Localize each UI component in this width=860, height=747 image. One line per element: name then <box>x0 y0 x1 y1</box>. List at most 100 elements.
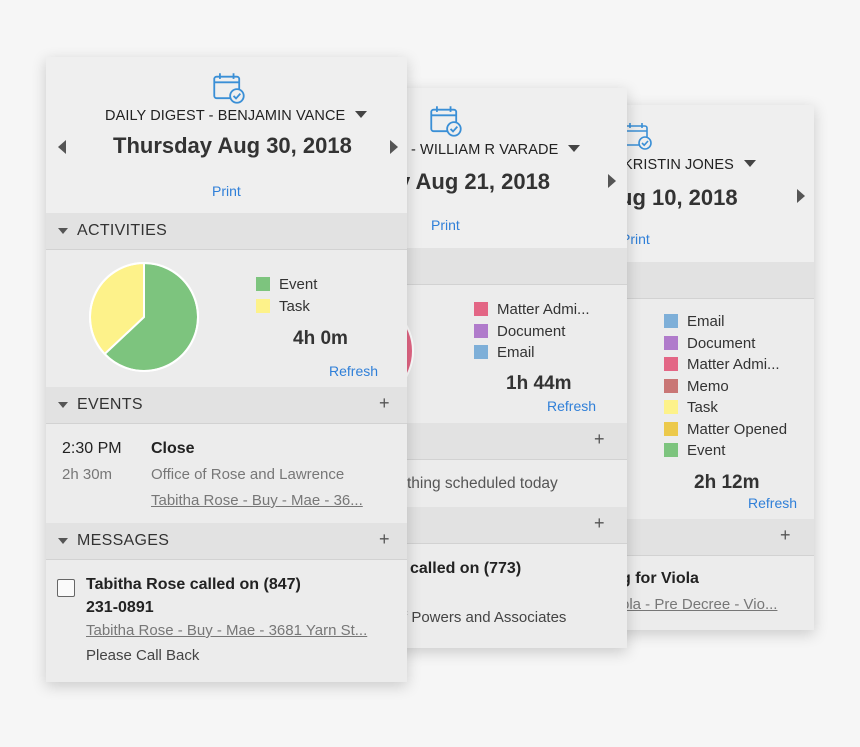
next-day-arrow-icon[interactable] <box>797 189 805 203</box>
message-checkbox[interactable] <box>57 579 75 597</box>
activities-legend: Event Task <box>256 274 317 317</box>
legend-swatch <box>474 302 488 317</box>
total-time: 2h 12m <box>694 472 760 493</box>
person-selector[interactable]: KRISTIN JONES <box>623 157 756 173</box>
total-time: 4h 0m <box>293 328 348 349</box>
add-event-button[interactable]: + <box>780 525 791 545</box>
chevron-down-icon <box>355 110 368 118</box>
activities-pie-chart <box>89 261 199 372</box>
add-message-button[interactable]: + <box>379 529 390 549</box>
legend-item: Matter Admi... <box>664 354 787 376</box>
messages-section-header[interactable]: MESSAGES + <box>46 523 407 560</box>
person-selector[interactable]: DAILY DIGEST - BENJAMIN VANCE <box>105 108 368 124</box>
collapse-triangle-icon[interactable] <box>58 538 68 544</box>
legend-item: Matter Opened <box>664 419 787 441</box>
legend-label: Matter Admi... <box>687 356 780 373</box>
legend-swatch <box>474 323 488 338</box>
legend-swatch <box>256 277 270 292</box>
legend-item: Email <box>474 342 590 364</box>
previous-day-arrow-icon[interactable] <box>58 140 66 154</box>
legend-swatch <box>664 421 678 436</box>
legend-item: Event <box>256 274 317 296</box>
card-header <box>381 88 627 248</box>
digest-card-kristin-jones: KRISTIN JONES ug 10, 2018 Print Email Doc… <box>597 105 814 630</box>
collapse-triangle-icon[interactable] <box>58 402 68 408</box>
event-title: Close <box>151 440 195 457</box>
legend-item: Document <box>664 333 787 355</box>
calendar-check-icon <box>624 123 652 150</box>
legend-swatch <box>664 335 678 350</box>
refresh-link[interactable]: Refresh <box>329 363 379 379</box>
refresh-link[interactable]: Refresh <box>547 398 597 414</box>
legend-label: Email <box>497 344 535 361</box>
legend-swatch <box>664 443 678 458</box>
events-section-header[interactable]: + <box>381 423 627 460</box>
person-selector[interactable]: - WILLIAM R VARADE <box>411 142 581 158</box>
message-title: called on (773) <box>410 560 522 577</box>
add-message-button[interactable]: + <box>594 513 605 533</box>
message-title: g for Viola <box>621 570 699 587</box>
legend-label: Event <box>687 442 726 459</box>
chevron-down-icon <box>568 144 581 152</box>
message-title-line2: 231-0891 <box>86 599 154 616</box>
legend-swatch <box>474 345 488 360</box>
activities-section-label: ACTIVITIES <box>77 222 168 239</box>
event-location: Office of Rose and Lawrence <box>151 466 345 483</box>
legend-label: Task <box>687 399 718 416</box>
events-empty-text: thing scheduled today <box>407 475 558 492</box>
activities-legend: Email Document Matter Admi... Memo Task Matte… <box>664 311 787 462</box>
message-note: Please Call Back <box>86 647 200 664</box>
next-day-arrow-icon[interactable] <box>390 140 398 154</box>
add-event-button[interactable]: + <box>379 393 390 413</box>
add-event-button[interactable]: + <box>594 429 605 449</box>
activities-section-header[interactable]: ACTIVITIES <box>46 213 407 250</box>
legend-item: Matter Admi... <box>474 299 590 321</box>
legend-item: Email <box>664 311 787 333</box>
event-duration: 2h 30m <box>62 466 113 483</box>
activities-section-header[interactable] <box>597 262 814 299</box>
total-time: 1h 44m <box>506 373 572 394</box>
events-section-header[interactable]: EVENTS + <box>46 387 407 424</box>
legend-item: Task <box>664 397 787 419</box>
print-link[interactable]: Print <box>621 231 650 247</box>
print-link[interactable]: Print <box>212 183 241 199</box>
events-section-label: EVENTS <box>77 396 143 413</box>
legend-label: Task <box>279 297 310 315</box>
print-link[interactable]: Print <box>431 217 460 233</box>
legend-item: Document <box>474 321 590 343</box>
chevron-down-icon <box>743 159 756 167</box>
messages-section-header[interactable]: + <box>381 507 627 544</box>
person-name: DAILY DIGEST - BENJAMIN VANCE <box>105 108 346 124</box>
event-matter-link[interactable]: Tabitha Rose - Buy - Mae - 36... <box>151 492 363 509</box>
legend-item: Memo <box>664 376 787 398</box>
events-section-header[interactable]: + <box>597 519 814 556</box>
calendar-check-icon <box>213 73 245 104</box>
message-matter-link[interactable]: ola - Pre Decree - Vio... <box>621 596 778 613</box>
message-matter-link[interactable]: Tabitha Rose - Buy - Mae - 3681 Yarn St.… <box>86 622 368 639</box>
legend-label: Matter Admi... <box>497 301 590 318</box>
legend-swatch <box>664 400 678 415</box>
date-title: y Aug 21, 2018 <box>398 169 551 194</box>
collapse-triangle-icon[interactable] <box>58 228 68 234</box>
person-name: KRISTIN JONES <box>623 157 734 173</box>
refresh-link[interactable]: Refresh <box>748 495 798 511</box>
messages-section-label: MESSAGES <box>77 532 170 549</box>
legend-item: Task <box>256 296 317 318</box>
event-time: 2:30 PM <box>62 440 122 457</box>
activities-section-header[interactable] <box>381 248 627 285</box>
calendar-check-icon <box>430 106 462 137</box>
next-day-arrow-icon[interactable] <box>608 174 616 188</box>
legend-label: Matter Opened <box>687 420 788 438</box>
legend-label: Document <box>687 334 756 352</box>
legend-swatch <box>256 298 270 313</box>
legend-swatch <box>664 357 678 372</box>
digest-card-william-varade: - WILLIAM R VARADE y Aug 21, 2018 Print … <box>381 88 627 648</box>
legend-label: Memo <box>687 377 729 395</box>
activities-legend: Matter Admi... Document Email <box>474 299 590 364</box>
legend-swatch <box>664 378 678 393</box>
legend-label: Document <box>497 322 566 340</box>
legend-item: Event <box>664 440 787 462</box>
legend-label: Event <box>279 276 318 293</box>
pie-outline <box>89 262 199 372</box>
date-title: Thursday Aug 30, 2018 <box>113 133 352 158</box>
